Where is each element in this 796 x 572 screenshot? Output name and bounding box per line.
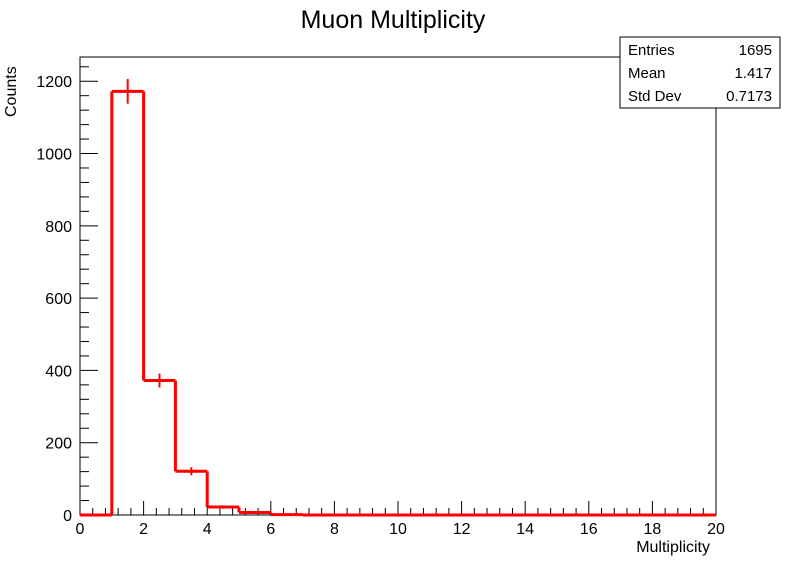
stats-box-frame (619, 36, 781, 109)
y-tick-label: 800 (45, 219, 72, 236)
y-axis-label: Counts (3, 66, 20, 117)
x-tick-label: 10 (389, 521, 407, 538)
error-bars (118, 78, 288, 515)
y-axis-ticks: 0 200 400 600 800 1000 1200 (36, 66, 98, 525)
x-axis-ticks: 0 2 4 6 8 10 12 14 16 18 20 (76, 501, 725, 538)
x-tick-label: 6 (266, 521, 275, 538)
stats-value: 0.7173 (726, 88, 772, 105)
x-tick-label: 4 (203, 521, 212, 538)
stats-label: Mean (628, 65, 666, 82)
stats-value: 1.417 (734, 65, 772, 82)
y-tick-label: 600 (45, 291, 72, 308)
chart-title: Muon Multiplicity (301, 6, 486, 34)
y-tick-label: 200 (45, 436, 72, 453)
x-tick-label: 20 (707, 521, 725, 538)
stats-box: Entries 1695 Mean 1.417 Std Dev 0.7173 (619, 36, 781, 109)
histogram-bins (80, 89, 716, 517)
stats-label: Entries (628, 42, 675, 59)
x-tick-label: 0 (76, 521, 85, 538)
x-tick-label: 14 (516, 521, 534, 538)
stats-value: 1695 (739, 42, 772, 59)
stats-label: Std Dev (628, 88, 682, 105)
x-tick-label: 16 (580, 521, 598, 538)
y-tick-label: 400 (45, 363, 72, 380)
x-tick-label: 18 (644, 521, 662, 538)
y-tick-label: 1000 (36, 147, 72, 164)
y-tick-label: 1200 (36, 74, 72, 91)
x-tick-label: 2 (139, 521, 148, 538)
x-tick-label: 12 (453, 521, 471, 538)
x-tick-label: 8 (330, 521, 339, 538)
y-tick-label: 0 (63, 508, 72, 525)
x-axis-label: Multiplicity (636, 539, 710, 556)
